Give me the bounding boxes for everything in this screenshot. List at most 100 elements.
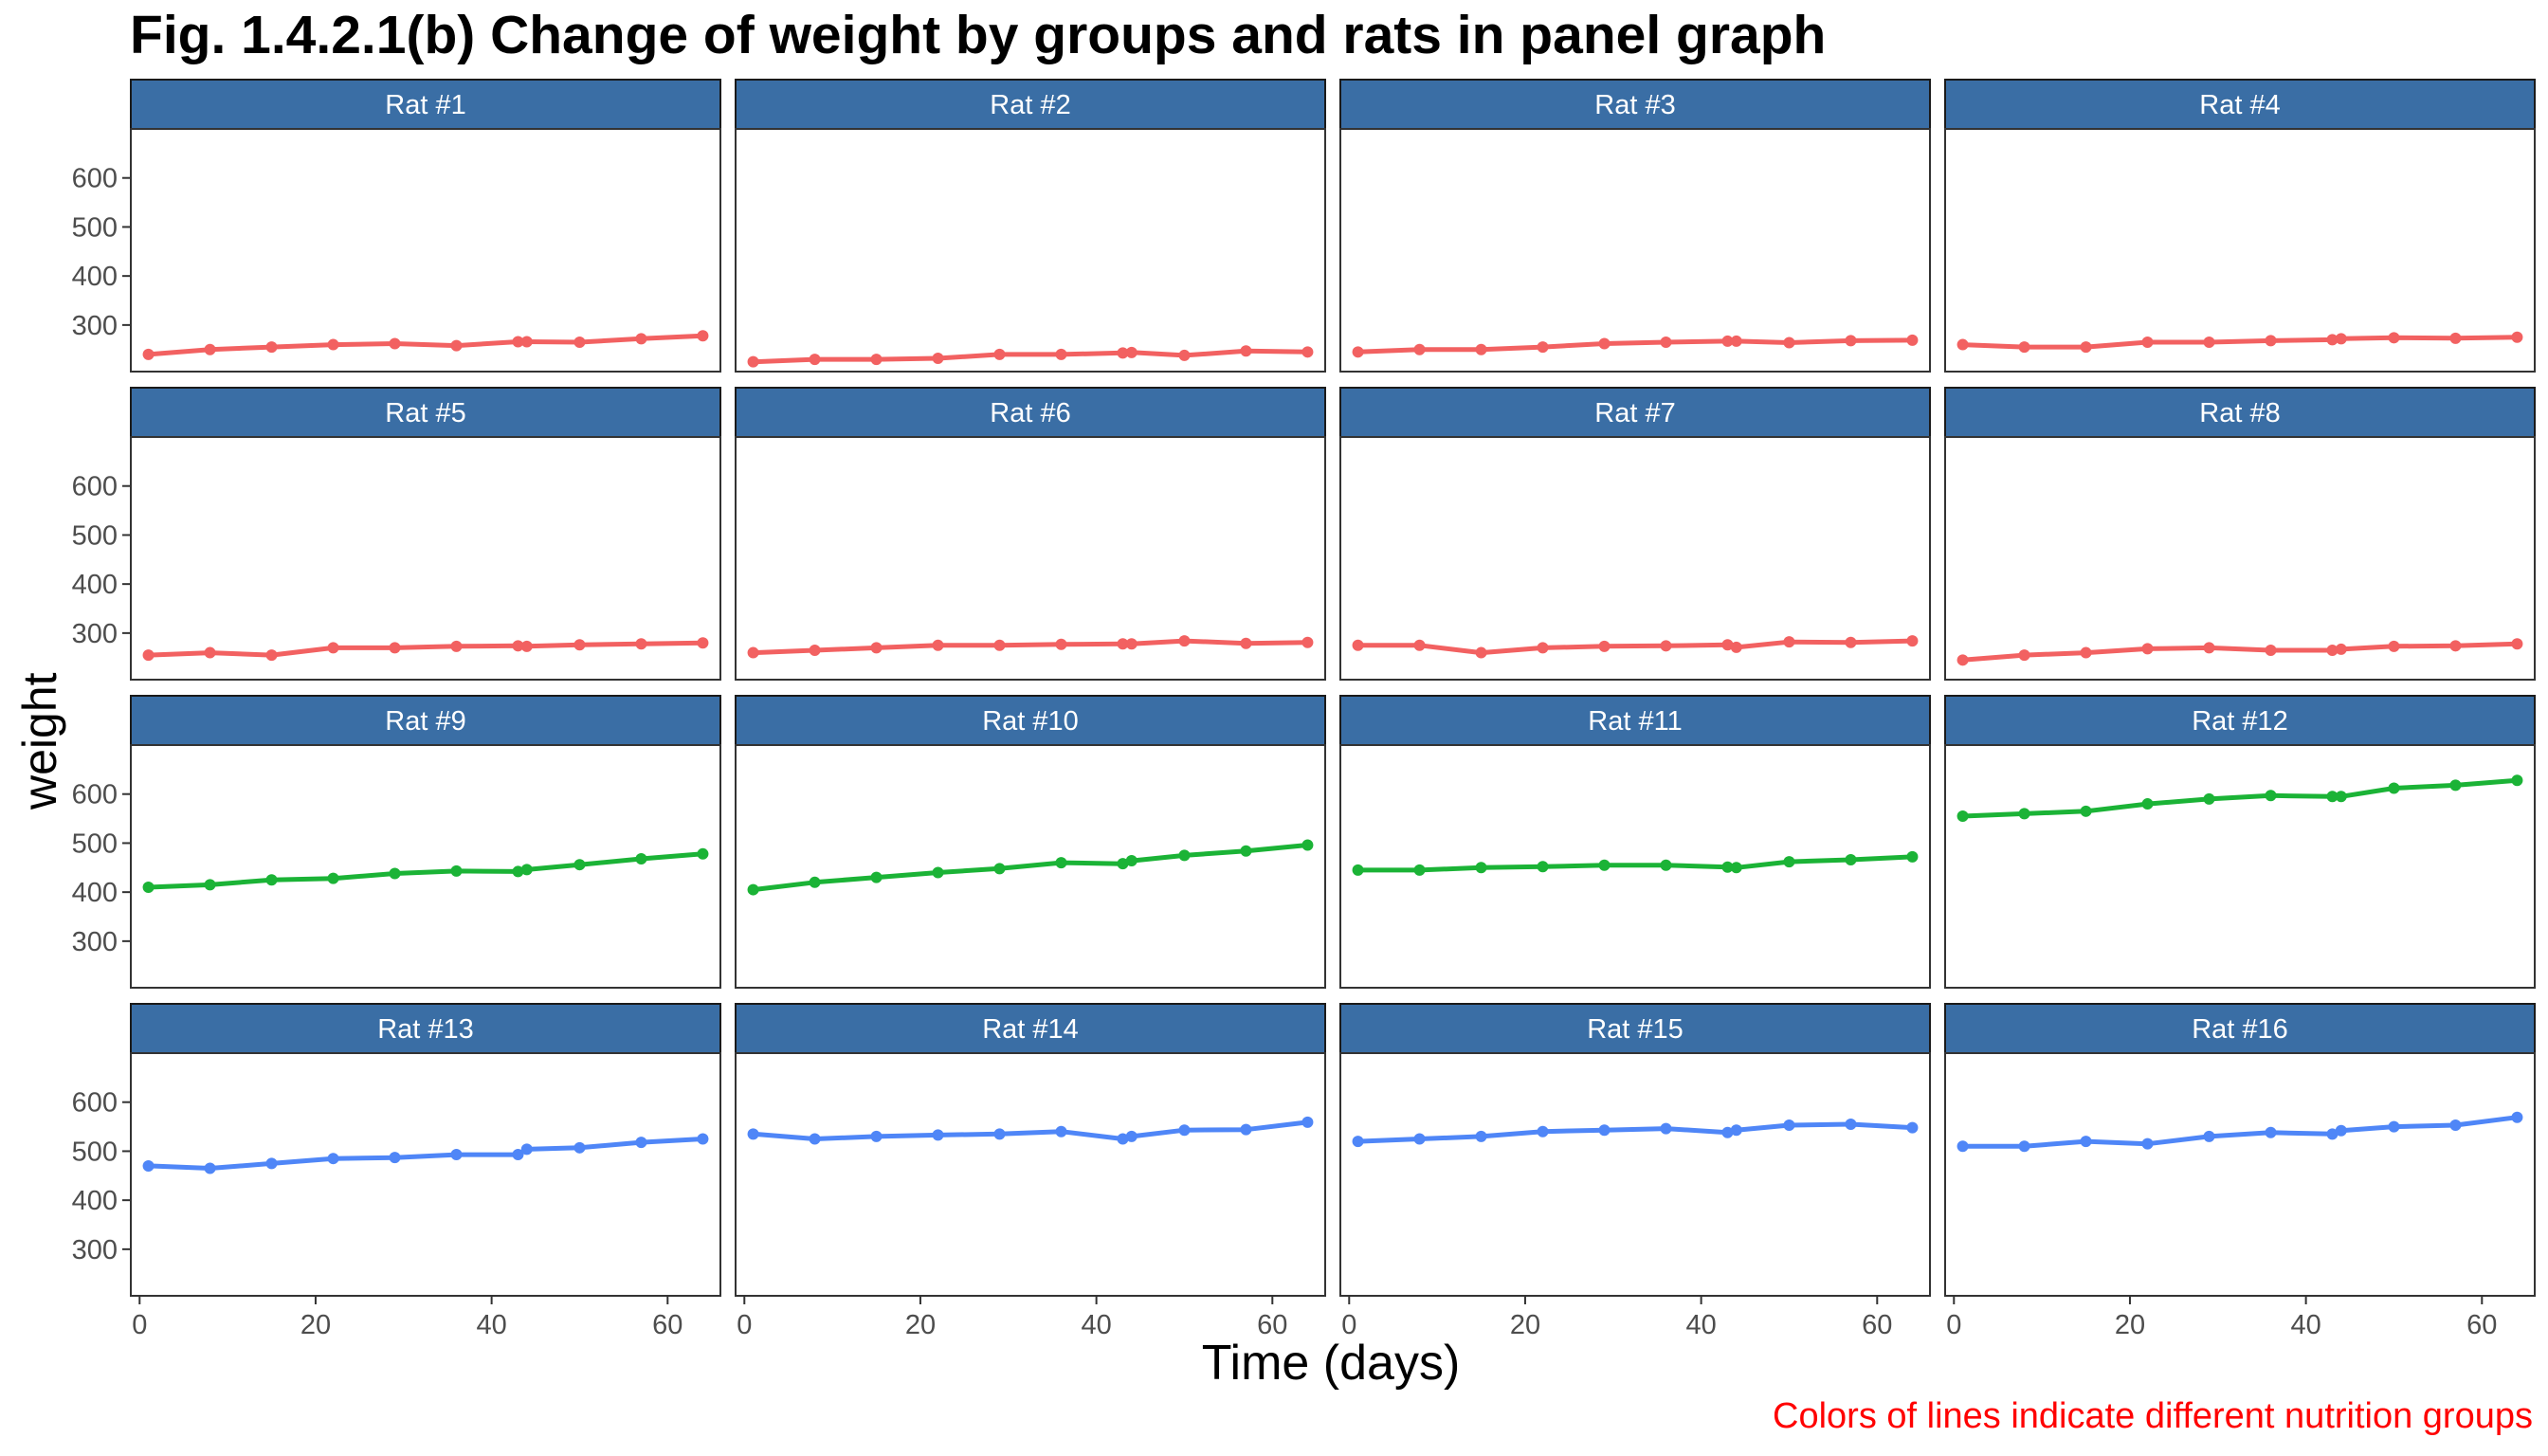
data-point bbox=[2335, 333, 2347, 345]
panel-strip bbox=[735, 387, 1326, 438]
data-point bbox=[870, 871, 883, 883]
data-point bbox=[1598, 859, 1611, 871]
x-tick-label: 20 bbox=[2115, 1310, 2145, 1340]
x-tick-label: 60 bbox=[652, 1310, 682, 1340]
data-point bbox=[1906, 1121, 1919, 1134]
y-tick-label: 300 bbox=[72, 311, 118, 341]
data-point bbox=[1178, 635, 1191, 647]
panel-strip-label: Rat #11 bbox=[1588, 706, 1682, 737]
x-tick-label: 0 bbox=[1341, 1310, 1356, 1340]
data-point bbox=[1537, 861, 1549, 873]
panel-strip-label: Rat #10 bbox=[982, 706, 1079, 737]
data-point bbox=[1598, 337, 1611, 350]
data-point bbox=[1301, 636, 1314, 648]
data-point bbox=[2449, 1119, 2462, 1132]
data-point bbox=[2141, 643, 2154, 655]
y-tick-label: 500 bbox=[72, 520, 118, 551]
panel-border bbox=[1339, 128, 1931, 373]
data-point bbox=[1537, 1125, 1549, 1138]
data-point bbox=[327, 1153, 339, 1165]
data-point bbox=[1906, 850, 1919, 863]
data-point bbox=[635, 1137, 647, 1149]
data-point bbox=[1301, 839, 1314, 851]
data-point bbox=[2335, 1124, 2347, 1137]
panel-border bbox=[1339, 1052, 1931, 1297]
chart-title: Fig. 1.4.2.1(b) Change of weight by grou… bbox=[130, 5, 1827, 65]
data-point bbox=[1352, 864, 1364, 876]
data-point bbox=[1117, 347, 1129, 359]
data-point bbox=[2449, 332, 2462, 344]
data-point bbox=[2265, 790, 2277, 802]
panel-border bbox=[735, 436, 1326, 681]
data-point bbox=[1721, 639, 1734, 651]
data-point bbox=[1117, 638, 1129, 650]
data-point bbox=[809, 1133, 821, 1145]
data-point bbox=[2018, 341, 2030, 354]
data-point bbox=[1301, 1116, 1314, 1128]
panel-strip bbox=[130, 79, 721, 130]
data-point bbox=[2141, 1138, 2154, 1150]
data-point bbox=[204, 879, 216, 891]
data-point bbox=[1956, 654, 1969, 666]
data-point bbox=[204, 343, 216, 355]
data-point bbox=[327, 338, 339, 351]
data-point bbox=[1125, 855, 1138, 867]
data-point bbox=[327, 642, 339, 654]
x-tick-label: 20 bbox=[905, 1310, 936, 1340]
panel-strip-label: Rat #7 bbox=[1594, 398, 1675, 428]
data-point bbox=[2388, 640, 2400, 652]
data-point bbox=[1117, 858, 1129, 870]
data-point bbox=[2511, 1111, 2523, 1123]
data-point bbox=[142, 348, 155, 360]
y-tick-label: 500 bbox=[72, 212, 118, 243]
data-point bbox=[1660, 336, 1672, 348]
panel-strip bbox=[130, 1003, 721, 1054]
data-point bbox=[1730, 641, 1742, 653]
data-point bbox=[520, 1143, 533, 1156]
data-point bbox=[1598, 1124, 1611, 1137]
data-point bbox=[1783, 337, 1795, 349]
data-point bbox=[1055, 857, 1067, 869]
panel-strip bbox=[735, 695, 1326, 746]
data-point bbox=[389, 337, 401, 350]
data-point bbox=[2080, 341, 2092, 354]
data-point bbox=[1055, 638, 1067, 650]
data-point bbox=[1845, 854, 1857, 866]
data-point bbox=[2018, 649, 2030, 662]
data-point bbox=[2511, 774, 2523, 787]
data-point bbox=[1240, 1123, 1252, 1136]
panel-border bbox=[130, 1052, 721, 1297]
panel-strip-label: Rat #9 bbox=[385, 706, 465, 737]
data-point bbox=[2018, 1140, 2030, 1153]
data-point bbox=[1845, 636, 1857, 648]
data-point bbox=[142, 881, 155, 893]
data-point bbox=[1125, 1130, 1138, 1142]
data-point bbox=[1475, 862, 1487, 874]
data-point bbox=[993, 1128, 1006, 1140]
x-tick-label: 0 bbox=[1946, 1310, 1961, 1340]
data-point bbox=[1240, 845, 1252, 857]
y-tick-label: 500 bbox=[72, 1137, 118, 1167]
data-point bbox=[450, 339, 463, 352]
y-tick-label: 500 bbox=[72, 828, 118, 859]
data-point bbox=[1413, 639, 1426, 651]
data-point bbox=[1660, 859, 1672, 871]
y-tick-label: 300 bbox=[72, 619, 118, 649]
panel-strip bbox=[1339, 695, 1931, 746]
data-point bbox=[2335, 791, 2347, 803]
data-point bbox=[1352, 346, 1364, 358]
y-tick-label: 600 bbox=[72, 164, 118, 194]
data-point bbox=[520, 864, 533, 876]
data-point bbox=[809, 876, 821, 888]
data-point bbox=[2388, 332, 2400, 344]
data-point bbox=[1730, 862, 1742, 874]
data-point bbox=[1055, 348, 1067, 360]
data-point bbox=[993, 639, 1006, 651]
data-point bbox=[1475, 1130, 1487, 1142]
data-point bbox=[747, 1128, 759, 1140]
data-point bbox=[1475, 343, 1487, 355]
data-point bbox=[1660, 1122, 1672, 1135]
data-point bbox=[1125, 638, 1138, 650]
data-point bbox=[2265, 1126, 2277, 1138]
